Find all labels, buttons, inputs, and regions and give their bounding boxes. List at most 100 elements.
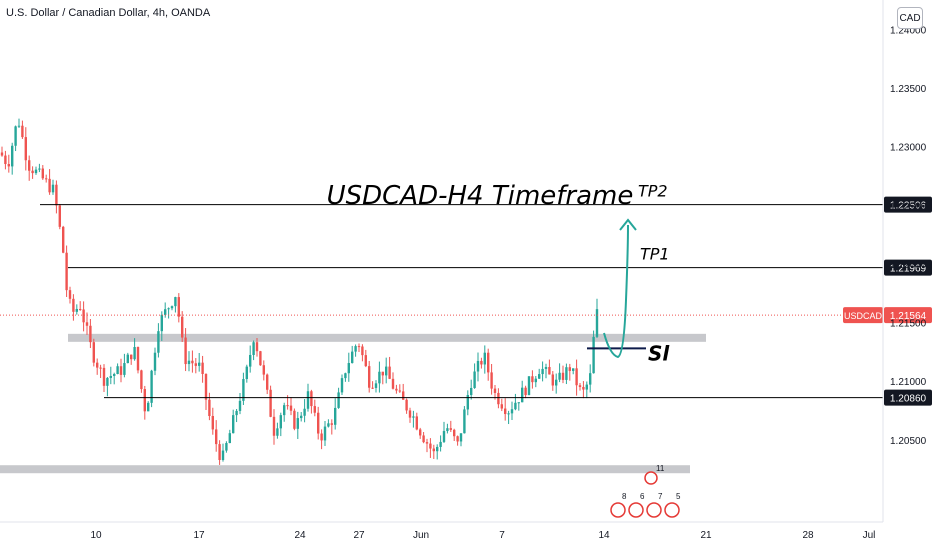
candle-body	[306, 391, 310, 409]
candle-body	[228, 433, 231, 444]
time-axis: 10 17 24 27 Jun 7 14 21 28 Jul	[0, 521, 883, 541]
candle-body	[201, 362, 204, 374]
candle-body	[211, 416, 214, 430]
candle-body	[327, 423, 330, 427]
candle-body	[102, 367, 106, 386]
candle-body	[439, 441, 442, 447]
candle-body	[436, 446, 439, 452]
current-price-tag	[884, 307, 932, 324]
candle-body	[493, 388, 497, 393]
candle-body	[157, 331, 160, 353]
candle-body	[160, 314, 163, 332]
time-tick-label: 10	[90, 530, 102, 541]
candle-body	[245, 366, 248, 380]
candle-body	[317, 412, 320, 434]
candle-body	[289, 405, 293, 411]
candle-body	[344, 373, 347, 379]
candle-body	[198, 362, 201, 366]
candle-body	[548, 366, 551, 375]
candle-body	[184, 337, 187, 365]
currency-button[interactable]: CAD	[897, 7, 923, 29]
candle-body	[266, 374, 269, 390]
candle-body	[361, 346, 364, 356]
time-tick-label: Jun	[413, 530, 429, 541]
candle-body	[96, 362, 99, 368]
candle-body	[568, 367, 571, 371]
candle-body	[490, 372, 493, 389]
candle-body	[378, 371, 381, 384]
candle-body	[174, 297, 177, 307]
candle-body	[28, 160, 31, 171]
event-count: 11	[656, 464, 665, 473]
event-count: 5	[676, 492, 681, 501]
candle-body	[575, 368, 578, 386]
price-tick-label: 1.24000	[890, 25, 927, 36]
candlestick-series	[0, 118, 599, 465]
candle-body	[133, 347, 136, 360]
candle-body	[364, 355, 367, 367]
candle-body	[140, 370, 143, 390]
candle-body	[191, 360, 194, 364]
candle-body	[136, 347, 140, 371]
symbol-tag	[843, 307, 883, 324]
candle-body	[130, 354, 133, 360]
candle-body	[320, 433, 323, 441]
candle-body	[283, 405, 286, 416]
candle-body	[4, 155, 7, 165]
candle-body	[51, 184, 55, 193]
event-flag-icon	[664, 502, 680, 518]
candle-body	[449, 428, 452, 430]
time-tick-label: 24	[294, 530, 306, 541]
candle-body	[45, 178, 48, 180]
candle-body	[38, 168, 41, 170]
candle-body	[167, 308, 170, 310]
price-tick-label: 1.21000	[890, 377, 927, 388]
candle-body	[313, 406, 316, 413]
candle-body	[585, 384, 588, 390]
candle-body	[310, 391, 313, 407]
candle-body	[21, 125, 24, 138]
lower-zone	[0, 465, 690, 474]
candle-body	[68, 290, 72, 299]
candle-body	[517, 402, 520, 404]
candle-body	[371, 387, 374, 389]
candle-body	[388, 366, 391, 379]
time-tick-label: 14	[598, 530, 610, 541]
tp2-label: TP2	[638, 182, 668, 201]
candle-body	[544, 366, 548, 369]
candle-body	[466, 395, 469, 410]
candle-body	[150, 370, 153, 403]
candle-body	[262, 365, 265, 375]
candle-body	[62, 226, 65, 253]
candle-body	[123, 363, 126, 375]
candle-body	[269, 389, 272, 417]
candle-body	[187, 360, 191, 365]
candle-body	[48, 178, 51, 193]
candle-body	[106, 377, 109, 386]
candle-body	[402, 391, 405, 400]
candle-body	[31, 170, 34, 174]
event-flag-icon	[644, 471, 658, 485]
tp1-price-tag	[884, 259, 932, 276]
candle-body	[92, 342, 95, 363]
candle-body	[527, 376, 531, 396]
candle-body	[558, 372, 561, 380]
tp2-price-tag-label: 1.22506	[890, 201, 927, 212]
candle-body	[354, 346, 357, 352]
candle-body	[351, 351, 354, 364]
candle-body	[17, 125, 21, 127]
tp2-price-tag	[884, 196, 932, 213]
candle-body	[507, 413, 510, 415]
candle-body	[147, 402, 150, 412]
time-tick-label: 17	[193, 530, 205, 541]
candle-body	[116, 366, 119, 375]
price-tick-label: 1.20500	[890, 436, 927, 447]
candle-body	[500, 404, 503, 409]
candle-body	[208, 399, 211, 417]
candle-body	[405, 399, 408, 411]
candle-body	[218, 444, 221, 460]
candle-body	[79, 308, 82, 310]
candle-body	[555, 379, 558, 386]
candle-body	[286, 405, 289, 407]
